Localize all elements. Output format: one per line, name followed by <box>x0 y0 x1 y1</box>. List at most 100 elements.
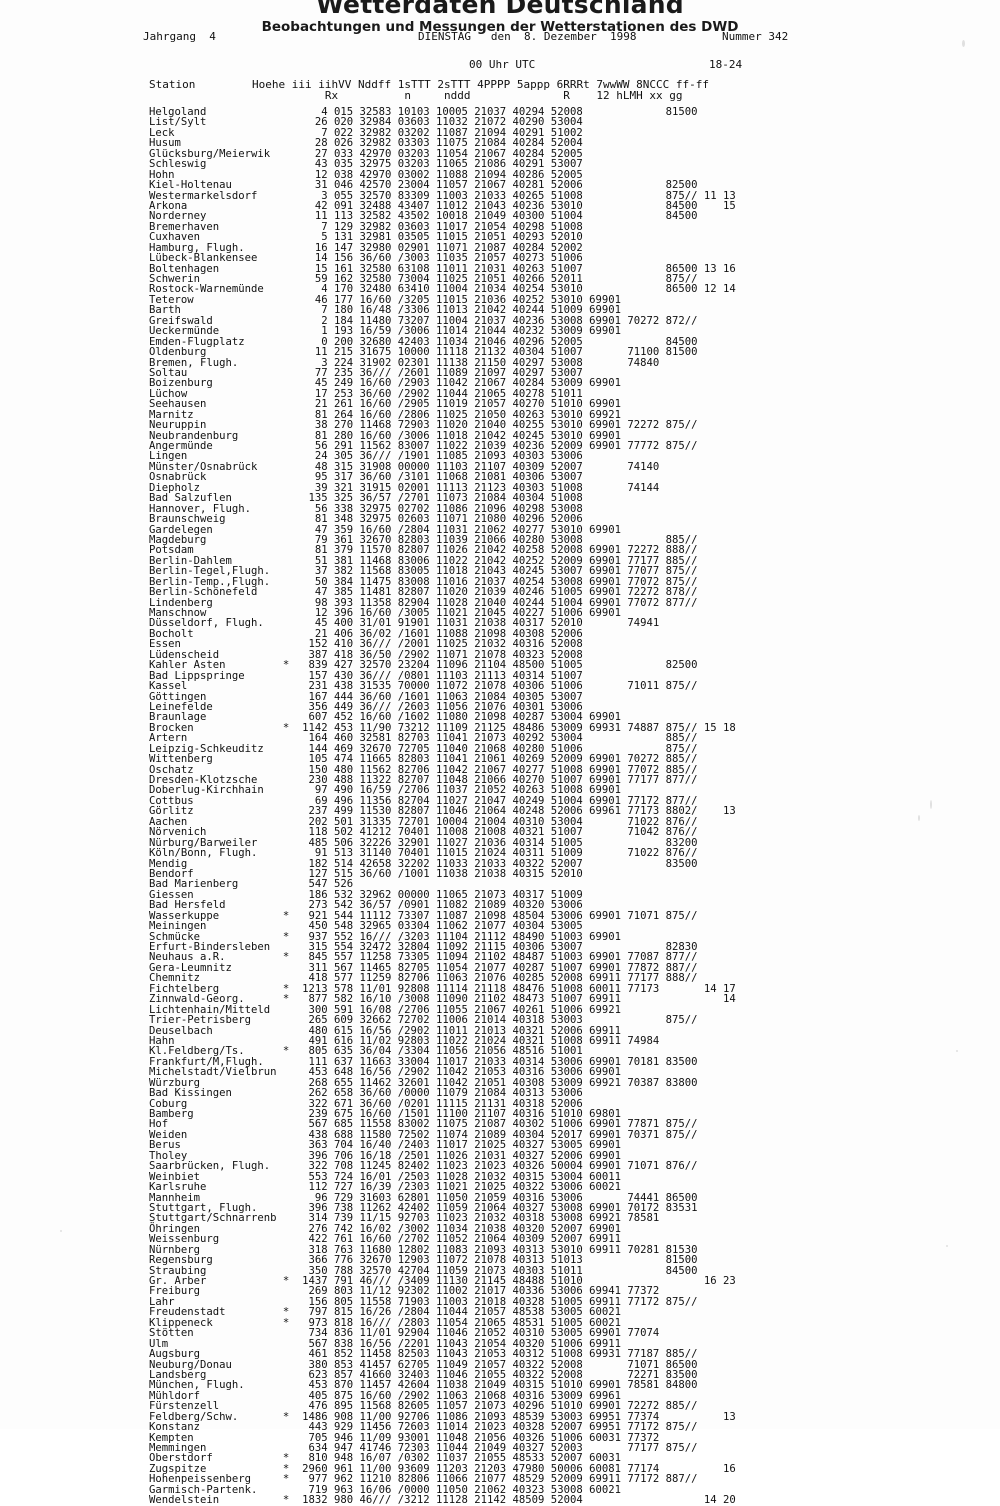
scan-speck <box>946 1245 948 1247</box>
table-row: Frankfurt/M,Flugh. 111 637 11663 33004 1… <box>149 1055 698 1068</box>
table-row: Lüchow 17 253 36/60 /2902 11044 21065 40… <box>149 387 583 400</box>
table-row: Mendig 182 514 42658 32202 11033 21033 4… <box>149 857 698 870</box>
table-row: Braunschweig 81 348 32975 02603 11071 21… <box>149 513 583 526</box>
table-row: Boltenhagen 15 161 32580 63108 11011 210… <box>149 262 736 275</box>
table-row: Lübeck-Blankensee 14 156 36/60 /3003 110… <box>149 252 583 265</box>
table-row: Leck 7 022 32982 03202 11087 21094 40291… <box>149 126 583 139</box>
table-row: Leipzig-Schkeuditz 144 469 32670 72705 1… <box>149 742 698 755</box>
table-row: Teterow 46 177 16/60 /3205 11015 21036 4… <box>149 293 621 306</box>
table-row: Ueckermünde 1 193 16/59 /3006 11014 2104… <box>149 325 621 338</box>
table-row: Kiel-Holtenau 31 046 42570 23004 11057 2… <box>149 179 698 192</box>
table-row: Hannover, Flugh. 56 338 32975 02702 1108… <box>149 502 583 515</box>
table-row: Hamburg, Flugh. 16 147 32980 02901 11071… <box>149 241 583 254</box>
time-span-label: 18-24 <box>709 58 743 71</box>
table-row: Kahler Asten * 839 427 32570 23204 11096… <box>149 659 698 672</box>
table-row: Soltau 77 235 36/// /2601 11089 21097 40… <box>149 366 583 379</box>
table-row: Lüdenscheid 387 418 36/50 /2902 11071 21… <box>149 648 583 661</box>
meta-row: Jahrgang 4 DIENSTAG den 8. Dezember 1998… <box>0 30 1000 44</box>
table-row: München, Flugh. 453 870 11457 42604 1103… <box>149 1379 698 1392</box>
table-row: Marnitz 81 264 16/60 /2806 11025 21050 4… <box>149 408 621 421</box>
table-row: Helgoland 4 015 32583 10103 10005 21037 … <box>149 106 698 118</box>
table-row: Freudenstadt * 797 815 16/26 /2804 11044… <box>149 1306 621 1319</box>
table-row: Bad Kissingen 262 658 36/60 /0000 11079 … <box>149 1087 583 1100</box>
table-row: Bad Salzuflen 135 325 36/57 /2701 11073 … <box>149 492 583 505</box>
table-row: Straubing 350 788 32570 42704 11059 2107… <box>149 1264 698 1277</box>
table-row: Essen 152 410 36/// /2001 11025 21032 40… <box>149 638 583 651</box>
table-row: Angermünde 56 291 11562 83007 11022 2103… <box>149 440 698 452</box>
table-row: Bocholt 21 406 36/02 /1601 11088 21098 4… <box>149 627 583 640</box>
table-row: Öhringen 276 742 16/02 /3002 11034 21038… <box>149 1222 621 1235</box>
table-row: Tholey 396 706 16/18 /2501 11026 21031 4… <box>149 1149 621 1162</box>
table-row: Seehausen 21 261 16/60 /2905 11019 21057… <box>149 398 621 411</box>
table-row: Neuruppin 38 270 11468 72903 11020 21040… <box>149 419 698 432</box>
table-row: Wasserkuppe * 921 544 11112 73307 11087 … <box>149 909 698 922</box>
scan-speck <box>956 1050 958 1052</box>
jahrgang-label: Jahrgang 4 <box>143 30 216 43</box>
table-row: Leinefelde 356 449 36/// /2603 11056 210… <box>149 700 583 713</box>
table-row: Berlin-Temp.,Flugh. 50 384 11475 83008 1… <box>149 575 698 588</box>
table-row: Freiburg 269 803 11/12 92302 11002 21017… <box>149 1285 660 1298</box>
table-row: Schwerin 59 162 32580 73004 11025 21051 … <box>149 273 698 285</box>
table-row: Dresden-Klotzsche 230 488 11322 82707 11… <box>149 774 698 786</box>
table-row: Oberstdorf * 810 948 16/07 /0302 11037 2… <box>149 1452 621 1465</box>
table-row: Diepholz 39 321 31915 02001 11113 21123 … <box>149 481 660 494</box>
table-row: Giessen 186 532 32962 00000 11065 21073 … <box>149 888 583 901</box>
table-row: Nürburg/Barweiler 485 506 32226 32901 11… <box>149 836 698 849</box>
table-row: Saarbrücken, Flugh. 322 708 11245 82402 … <box>149 1160 698 1173</box>
table-row: Bad Hersfeld 273 542 36/57 /0901 11082 2… <box>149 899 583 912</box>
table-row: Stuttgart/Schnarrenb 314 739 11/15 92703… <box>149 1212 660 1225</box>
observation-time-row: 00 Uhr UTC 18-24 <box>0 58 1000 72</box>
table-row: Mannheim 96 729 31603 62801 11050 21059 … <box>149 1191 698 1204</box>
scan-speck <box>918 815 920 821</box>
table-row: Konstanz 443 929 11456 72603 11014 21023… <box>149 1421 698 1434</box>
table-row: Göttingen 167 444 36/60 /1601 11063 2108… <box>149 690 583 703</box>
table-row: Westermarkelsdorf 3 055 32570 83309 1100… <box>149 189 736 202</box>
table-row: Cuxhaven 5 131 32981 03505 11015 21051 4… <box>149 231 583 244</box>
table-row: Kempten 705 946 11/09 93001 11048 21056 … <box>149 1431 660 1444</box>
table-row: Nürnberg 318 763 11680 12802 11083 21093… <box>149 1243 698 1256</box>
page-subtitle: Beobachtungen und Messungen der Wetterst… <box>261 19 739 35</box>
table-row: Würzburg 268 655 11462 32601 11042 21051… <box>149 1076 698 1089</box>
issue-date: DIENSTAG den 8. Dezember 1998 <box>418 30 637 43</box>
table-row: Michelstadt/Vielbrun 453 648 16/56 /2902… <box>149 1066 621 1079</box>
table-row: Memmingen 634 947 41746 72303 11044 2104… <box>149 1442 698 1454</box>
table-row: Berlin-Schönefeld 47 385 11481 82807 110… <box>149 586 698 599</box>
table-row: Feldberg/Schw. * 1486 908 11/00 92706 11… <box>149 1410 736 1423</box>
table-row: Stötten 734 836 11/01 92904 11046 21052 … <box>149 1327 660 1340</box>
table-row: Oldenburg 11 215 31675 10000 11118 21132… <box>149 346 698 359</box>
table-row: Chemnitz 418 577 11259 82706 11063 21076… <box>149 972 698 985</box>
masthead: Wetterdaten Deutschland Beobachtungen un… <box>0 0 1000 36</box>
column-header-station: Station <box>149 78 196 91</box>
data-table-body: Helgoland 4 015 32583 10103 10005 21037 … <box>149 106 736 1505</box>
table-row: Garmisch-Partenk. 719 963 16/06 /0000 11… <box>149 1483 621 1496</box>
table-row: Berlin-Dahlem 51 381 11468 83006 11022 2… <box>149 554 698 567</box>
table-row: Weiden 438 688 11580 72502 11074 21089 4… <box>149 1128 698 1141</box>
table-row: Bamberg 239 675 16/60 /1501 11100 21107 … <box>149 1108 621 1120</box>
scan-speck <box>930 800 932 809</box>
table-row: Zinnwald-Georg. * 877 582 16/10 /3008 11… <box>149 993 736 1006</box>
table-row: Berlin-Tegel,Flugh. 37 382 11568 83005 1… <box>149 565 698 578</box>
column-header-line2: Rx n nddd R 12 hLMH xx gg <box>252 89 683 102</box>
table-row: Ulm 567 838 16/56 /2201 11043 21054 4032… <box>149 1337 621 1350</box>
table-row: Gardelegen 47 359 16/60 /2804 11031 2106… <box>149 523 621 536</box>
table-row: Erfurt-Bindersleben 315 554 32472 32804 … <box>149 941 698 953</box>
table-row: Lahr 156 805 11558 71903 11003 21018 403… <box>149 1295 698 1308</box>
table-row: Augsburg 461 852 11458 82503 11043 21053… <box>149 1348 698 1361</box>
table-row: Bad Marienberg 547 526 <box>149 878 354 891</box>
table-row: Nörvenich 118 502 41212 70401 11008 2100… <box>149 826 698 839</box>
table-row: Barth 7 180 16/48 /3306 11013 21042 4024… <box>149 304 621 317</box>
table-row: Bremerhaven 7 129 32982 03603 11017 2105… <box>149 220 583 233</box>
table-row: Braunlage 607 452 16/60 /1602 11080 2109… <box>149 711 621 724</box>
table-row: Norderney 11 113 32582 43502 10018 21049… <box>149 210 698 223</box>
table-row: Stuttgart, Flugh. 396 738 11262 42402 11… <box>149 1201 698 1214</box>
table-row: Gera-Leumnitz 311 567 11465 82705 11054 … <box>149 961 698 974</box>
scan-speck <box>962 40 965 47</box>
table-row: Trier-Petrisberg 265 609 32662 72702 110… <box>149 1014 698 1027</box>
table-row: Brocken * 1142 453 11/90 73212 11109 211… <box>149 721 736 734</box>
scan-speck <box>60 1230 62 1232</box>
table-row: Glücksburg/Meierwik 27 033 42970 03203 1… <box>149 147 583 160</box>
table-row: Arkona 42 091 32488 43407 11012 21043 40… <box>149 199 736 212</box>
table-row: Gr. Arber * 1437 791 46/// /3409 11130 2… <box>149 1275 736 1287</box>
table-row: List/Sylt 26 020 32984 03603 11032 21072… <box>149 116 583 129</box>
